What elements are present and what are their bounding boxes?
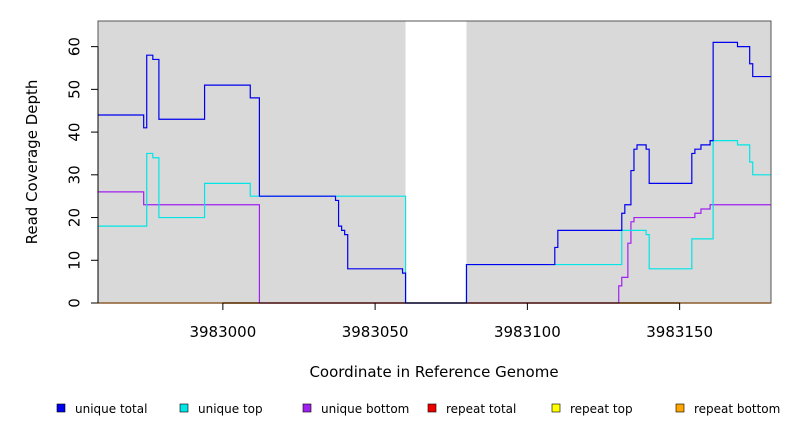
y-tick-label: 10 <box>65 251 83 270</box>
y-tick-label: 50 <box>65 80 83 99</box>
legend-label: repeat bottom <box>694 402 780 416</box>
legend: unique total unique top unique bottom repea… <box>56 402 780 416</box>
y-tick-label: 0 <box>65 298 83 308</box>
legend-swatch <box>427 403 437 413</box>
y-tick-label: 30 <box>65 165 83 184</box>
y-axis-title: Read Coverage Depth <box>23 80 41 245</box>
y-axis: 0 10 20 30 40 50 60 <box>65 37 99 308</box>
plot-area <box>98 21 771 303</box>
x-tick-label: 3983100 <box>494 323 561 341</box>
series-line-unique-total <box>98 41 771 304</box>
x-tick-label: 3983000 <box>189 323 256 341</box>
gap-region <box>405 21 467 303</box>
x-tick-label: 3983050 <box>342 323 409 341</box>
series-line-unique-top <box>98 140 771 304</box>
legend-label: unique bottom <box>321 402 409 416</box>
y-tick-label: 20 <box>65 208 83 227</box>
legend-label: unique total <box>75 402 147 416</box>
x-tick-label: 3983150 <box>646 323 713 341</box>
legend-item-unique-total: unique total <box>56 402 147 416</box>
legend-swatch <box>302 403 312 413</box>
legend-item-unique-bottom: unique bottom <box>302 402 409 416</box>
legend-label: unique top <box>198 402 263 416</box>
legend-item-repeat-bottom: repeat bottom <box>675 402 780 416</box>
y-tick-label: 60 <box>65 37 83 56</box>
legend-swatch <box>56 403 66 413</box>
legend-item-unique-top: unique top <box>179 402 263 416</box>
series-line-unique-bottom <box>98 191 771 304</box>
legend-label: repeat total <box>446 402 516 416</box>
y-tick-label: 40 <box>65 123 83 142</box>
legend-swatch <box>551 403 561 413</box>
legend-label: repeat top <box>570 402 633 416</box>
legend-item-repeat-total: repeat total <box>427 402 516 416</box>
x-axis-title: Coordinate in Reference Genome <box>309 363 558 381</box>
legend-item-repeat-top: repeat top <box>551 402 633 416</box>
legend-swatch <box>675 403 685 413</box>
x-axis: 3983000 3983050 3983100 3983150 <box>189 302 713 341</box>
legend-swatch <box>179 403 189 413</box>
